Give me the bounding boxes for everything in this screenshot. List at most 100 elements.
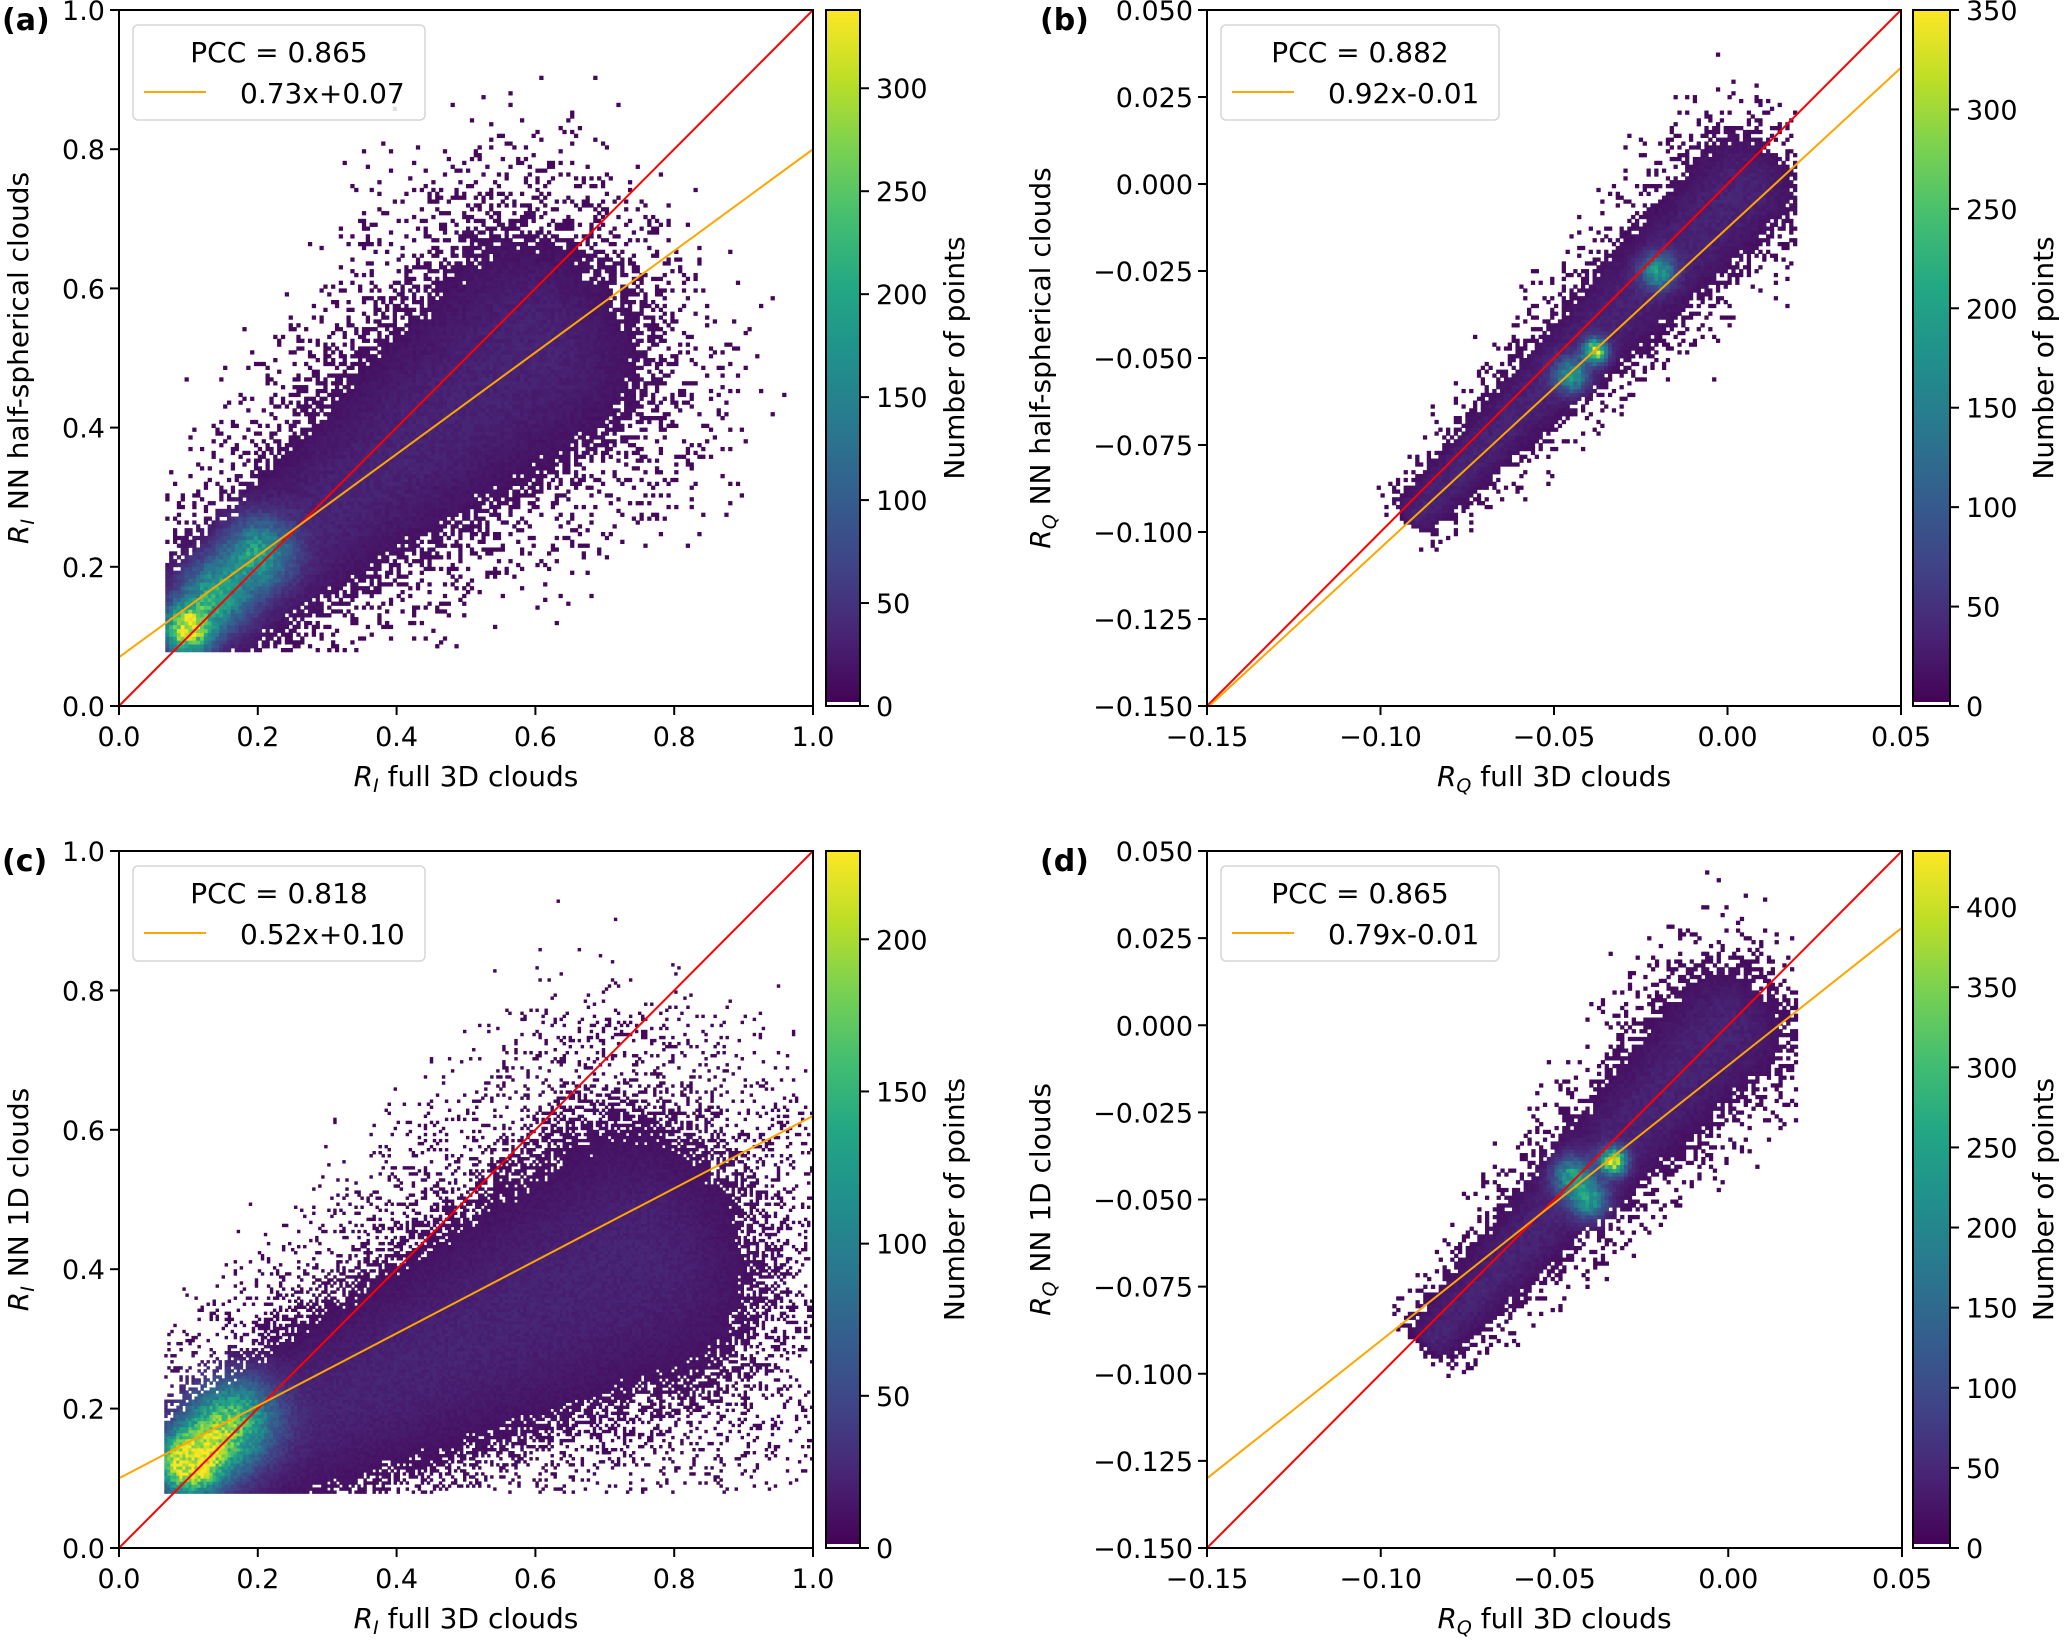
heatmap-bin	[439, 400, 444, 405]
heatmap-bin	[358, 435, 363, 440]
heatmap-bin	[319, 532, 324, 537]
heatmap-bin	[415, 226, 421, 231]
heatmap-bin	[423, 276, 428, 282]
heatmap-bin	[219, 574, 224, 579]
heatmap-bin	[273, 458, 278, 463]
heatmap-bin	[169, 559, 174, 564]
heatmap-bin	[361, 555, 367, 560]
heatmap-bin	[446, 423, 451, 428]
heatmap-bin	[373, 431, 378, 436]
heatmap-bin	[334, 543, 340, 548]
heatmap-bin	[265, 501, 270, 506]
heatmap-bin	[412, 377, 417, 382]
heatmap-bin	[400, 416, 405, 421]
heatmap-bin	[238, 551, 243, 556]
heatmap-bin	[211, 559, 216, 564]
heatmap-bin	[446, 199, 451, 204]
heatmap-bin	[238, 528, 243, 533]
heatmap-bin	[280, 617, 286, 622]
heatmap-bin	[450, 462, 455, 467]
heatmap-bin	[388, 300, 394, 305]
heatmap-bin	[311, 315, 317, 320]
heatmap-bin	[234, 559, 239, 564]
heatmap-bin	[431, 489, 436, 494]
heatmap-bin	[300, 497, 305, 502]
heatmap-bin	[408, 512, 413, 517]
heatmap-bin	[450, 300, 455, 305]
heatmap-bin	[369, 516, 374, 521]
heatmap-bin	[261, 570, 266, 575]
heatmap-bin	[304, 504, 309, 510]
heatmap-bin	[400, 365, 405, 370]
heatmap-bin	[446, 307, 451, 312]
heatmap-bin	[257, 636, 263, 641]
heatmap-bin	[435, 644, 440, 649]
heatmap-bin	[396, 501, 401, 506]
heatmap-bin	[253, 597, 259, 602]
heatmap-bin	[219, 597, 224, 602]
heatmap-bin	[188, 539, 193, 544]
heatmap-bin	[377, 369, 382, 374]
heatmap-bin	[315, 609, 320, 614]
heatmap-bin	[412, 450, 417, 456]
heatmap-bin	[454, 504, 459, 510]
heatmap-bin	[257, 632, 263, 637]
heatmap-bin	[346, 412, 351, 417]
heatmap-bin	[230, 593, 236, 599]
heatmap-bin	[323, 470, 328, 475]
heatmap-bin	[296, 644, 301, 649]
heatmap-bin	[385, 388, 390, 394]
heatmap-bin	[477, 311, 482, 316]
heatmap-bin	[396, 419, 401, 425]
heatmap-bin	[300, 617, 305, 622]
heatmap-bin	[311, 419, 317, 425]
heatmap-bin	[373, 497, 378, 502]
heatmap-bin	[462, 238, 467, 243]
heatmap-bin	[454, 392, 459, 398]
heatmap-bin	[369, 555, 374, 560]
heatmap-bin	[385, 327, 390, 332]
heatmap-bin	[223, 512, 228, 517]
heatmap-bin	[180, 574, 185, 579]
heatmap-bin	[234, 601, 239, 606]
heatmap-bin	[477, 462, 482, 467]
heatmap-bin	[196, 593, 201, 599]
heatmap-bin	[338, 547, 344, 552]
heatmap-bin	[404, 470, 409, 475]
heatmap-bin	[392, 431, 397, 436]
heatmap-bin	[454, 168, 459, 173]
heatmap-bin	[458, 412, 463, 417]
heatmap-bin	[373, 388, 378, 394]
heatmap-bin	[257, 493, 263, 498]
heatmap-bin	[230, 640, 236, 645]
heatmap-bin	[207, 578, 212, 583]
heatmap-bin	[400, 392, 405, 398]
heatmap-bin	[473, 361, 478, 367]
heatmap-bin	[311, 427, 317, 432]
heatmap-bin	[346, 443, 351, 448]
heatmap-bin	[261, 632, 266, 637]
heatmap-bin	[412, 446, 417, 452]
heatmap-bin	[385, 303, 390, 309]
heatmap-bin	[458, 532, 463, 537]
heatmap-bin	[385, 381, 390, 386]
heatmap-bin	[226, 539, 232, 544]
heatmap-bin	[226, 516, 232, 521]
heatmap-bin	[412, 470, 417, 475]
heatmap-bin	[392, 559, 397, 564]
heatmap-bin	[396, 400, 401, 405]
heatmap-bin	[315, 423, 320, 428]
heatmap-bin	[207, 535, 212, 541]
heatmap-bin	[169, 574, 174, 579]
heatmap-bin	[338, 443, 344, 448]
heatmap-bin	[431, 435, 436, 440]
heatmap-bin	[253, 586, 259, 591]
heatmap-bin	[446, 261, 451, 266]
heatmap-bin	[477, 590, 482, 595]
heatmap-bin	[381, 466, 386, 471]
heatmap-bin	[304, 404, 309, 409]
heatmap-bin	[350, 520, 355, 525]
heatmap-bin	[300, 493, 305, 498]
heatmap-bin	[265, 477, 270, 483]
heatmap-bin	[307, 485, 313, 490]
